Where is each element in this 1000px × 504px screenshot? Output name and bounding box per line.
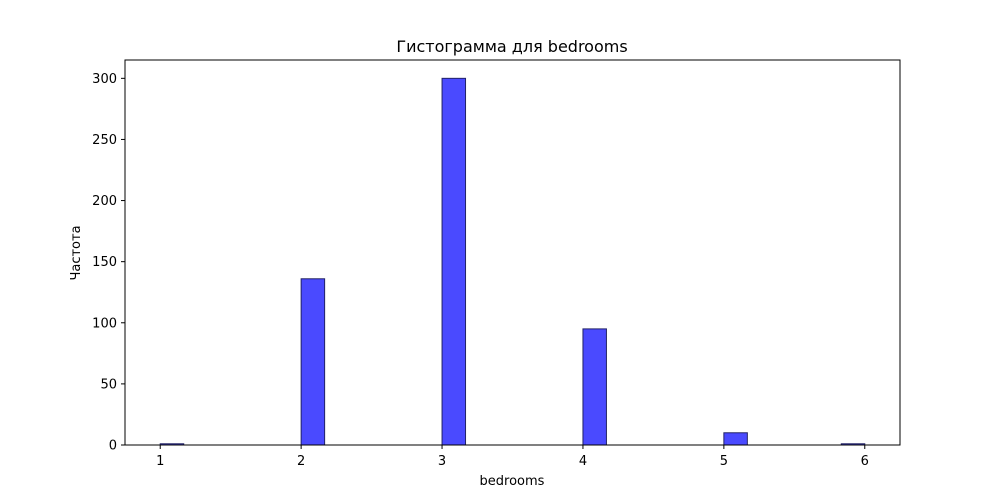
histogram-bar	[582, 328, 607, 446]
plot-frame	[124, 59, 901, 446]
y-axis-label: Частота	[69, 225, 84, 280]
x-tick-label: 2	[297, 454, 305, 469]
x-tick-label: 3	[438, 454, 446, 469]
y-tick-label: 0	[109, 439, 117, 454]
y-tick-label: 300	[92, 72, 117, 87]
y-tick-label: 50	[100, 377, 117, 392]
y-tick-label: 100	[92, 316, 117, 331]
chart-title: Гистограмма для bedrooms	[396, 37, 627, 56]
x-tick-label: 1	[156, 454, 164, 469]
axes-layer: 1 2 3 4 5 6 0 50 100 150 200 250 300	[92, 72, 869, 469]
bars-layer	[159, 77, 866, 446]
x-tick-label: 6	[861, 454, 869, 469]
histogram-bar	[441, 77, 467, 446]
y-tick-label: 150	[92, 255, 117, 270]
histogram-bar	[300, 278, 326, 446]
histogram-bar	[723, 432, 748, 446]
y-tick-label: 250	[92, 133, 117, 148]
x-tick-label: 4	[579, 454, 587, 469]
x-tick-label: 5	[720, 454, 728, 469]
x-axis-label: bedrooms	[480, 474, 545, 489]
y-tick-label: 200	[92, 194, 117, 209]
